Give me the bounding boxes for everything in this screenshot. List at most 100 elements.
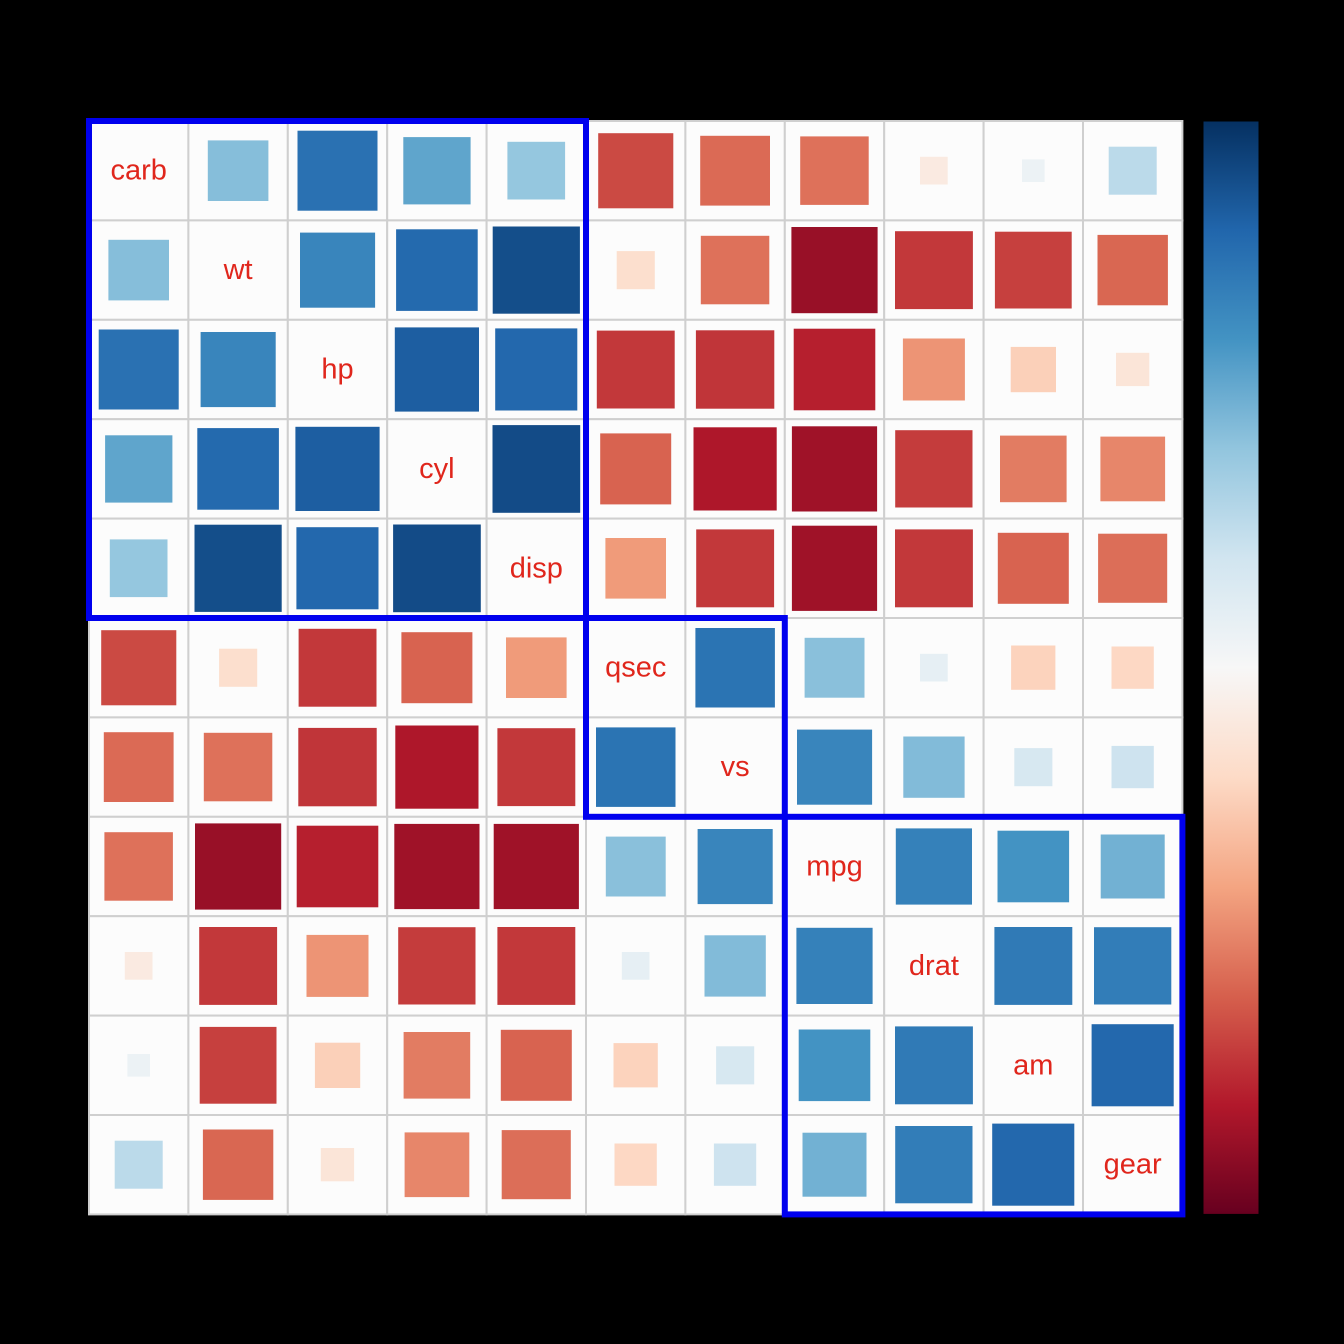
corr-square-qsec-mpg bbox=[804, 637, 865, 698]
corr-square-vs-am bbox=[1014, 748, 1053, 787]
variable-label-vs: vs bbox=[721, 751, 750, 783]
corr-square-wt-vs bbox=[700, 235, 770, 305]
corr-square-am-wt bbox=[199, 1026, 277, 1104]
variable-label-cyl: cyl bbox=[419, 453, 454, 485]
corr-square-carb-hp bbox=[297, 130, 378, 211]
variable-label-drat: drat bbox=[909, 950, 959, 982]
corr-square-vs-qsec bbox=[596, 727, 676, 807]
corr-square-cyl-disp bbox=[492, 425, 581, 513]
cluster-rect-1 bbox=[86, 118, 589, 621]
corr-square-qsec-am bbox=[1011, 645, 1056, 690]
corr-square-am-qsec bbox=[613, 1043, 658, 1088]
corr-square-drat-vs bbox=[704, 935, 766, 997]
variable-label-qsec: qsec bbox=[605, 652, 666, 684]
corr-square-hp-gear bbox=[1116, 352, 1150, 387]
corr-square-am-cyl bbox=[403, 1032, 471, 1099]
corr-square-mpg-wt bbox=[195, 823, 282, 910]
corr-square-qsec-cyl bbox=[401, 632, 473, 704]
corr-square-mpg-hp bbox=[296, 825, 379, 908]
corr-square-hp-carb bbox=[98, 329, 179, 410]
matrix-cell bbox=[88, 120, 190, 222]
corr-square-gear-mpg bbox=[802, 1132, 867, 1197]
corr-square-carb-vs bbox=[700, 135, 770, 206]
corr-square-gear-qsec bbox=[614, 1143, 657, 1186]
matrix-cell bbox=[684, 716, 786, 818]
corr-square-qsec-carb bbox=[101, 630, 177, 706]
corr-square-hp-drat bbox=[902, 338, 965, 401]
variable-label-wt: wt bbox=[223, 254, 253, 286]
corr-square-cyl-mpg bbox=[791, 426, 878, 512]
cluster-rect-3 bbox=[781, 813, 1186, 1218]
matrix-cell bbox=[982, 1014, 1084, 1116]
corr-square-vs-disp bbox=[497, 728, 576, 807]
corr-square-carb-am bbox=[1022, 159, 1045, 182]
corr-square-gear-vs bbox=[713, 1143, 757, 1186]
variable-label-hp: hp bbox=[321, 354, 353, 386]
corr-square-wt-drat bbox=[895, 231, 973, 310]
corr-square-drat-qsec bbox=[621, 952, 650, 980]
corr-square-am-gear bbox=[1091, 1024, 1174, 1107]
corr-square-vs-gear bbox=[1111, 745, 1154, 789]
corr-square-carb-mpg bbox=[800, 136, 869, 205]
corr-square-wt-gear bbox=[1097, 234, 1168, 306]
corr-square-disp-mpg bbox=[791, 525, 878, 611]
corr-square-am-carb bbox=[127, 1054, 150, 1077]
corr-square-drat-carb bbox=[124, 952, 153, 980]
corr-square-vs-cyl bbox=[395, 725, 479, 809]
corr-square-am-drat bbox=[895, 1026, 973, 1105]
corr-square-cyl-carb bbox=[105, 435, 173, 503]
corr-square-cyl-drat bbox=[895, 430, 973, 508]
corr-square-hp-mpg bbox=[793, 328, 876, 411]
corr-square-hp-qsec bbox=[596, 330, 675, 409]
corr-square-disp-gear bbox=[1098, 533, 1168, 603]
corr-square-wt-carb bbox=[108, 239, 169, 301]
corr-square-qsec-hp bbox=[298, 628, 377, 707]
corr-square-mpg-vs bbox=[697, 829, 773, 905]
corr-square-drat-wt bbox=[199, 927, 278, 1005]
matrix-cell bbox=[783, 815, 886, 918]
corr-square-cyl-qsec bbox=[600, 433, 672, 505]
corr-square-gear-hp bbox=[320, 1148, 355, 1182]
corr-square-hp-am bbox=[1010, 346, 1056, 393]
corr-square-am-disp bbox=[500, 1029, 572, 1101]
corr-square-gear-am bbox=[992, 1123, 1075, 1206]
corr-square-disp-drat bbox=[895, 529, 973, 608]
corr-square-cyl-hp bbox=[295, 426, 380, 511]
corr-square-disp-hp bbox=[296, 527, 379, 610]
corr-square-hp-wt bbox=[200, 332, 276, 408]
corr-square-cyl-am bbox=[1000, 435, 1067, 503]
variable-label-carb: carb bbox=[110, 155, 166, 187]
corr-square-disp-vs bbox=[696, 529, 775, 608]
corr-square-drat-cyl bbox=[398, 927, 476, 1005]
corr-square-mpg-gear bbox=[1100, 834, 1165, 899]
corr-square-disp-am bbox=[997, 532, 1069, 604]
corr-square-drat-mpg bbox=[796, 927, 873, 1004]
corr-square-wt-mpg bbox=[791, 227, 878, 314]
corr-square-drat-hp bbox=[306, 934, 369, 997]
corr-square-carb-qsec bbox=[598, 133, 674, 209]
corr-square-wt-qsec bbox=[616, 251, 655, 290]
corr-square-am-mpg bbox=[798, 1029, 871, 1102]
variable-label-am: am bbox=[1013, 1049, 1053, 1081]
corr-square-gear-disp bbox=[501, 1130, 571, 1200]
corr-square-mpg-cyl bbox=[394, 823, 480, 910]
corr-square-cyl-wt bbox=[197, 428, 279, 510]
corr-square-carb-cyl bbox=[403, 137, 471, 205]
corr-square-disp-wt bbox=[194, 524, 282, 612]
matrix-cell bbox=[485, 517, 588, 619]
corr-square-cyl-gear bbox=[1100, 436, 1166, 502]
corr-square-am-hp bbox=[314, 1042, 361, 1088]
corr-square-carb-gear bbox=[1108, 146, 1157, 195]
variable-label-mpg: mpg bbox=[806, 851, 862, 883]
corr-square-gear-drat bbox=[895, 1126, 973, 1204]
corr-square-qsec-disp bbox=[506, 637, 567, 698]
corr-square-carb-drat bbox=[920, 156, 948, 185]
corr-square-mpg-drat bbox=[895, 828, 972, 905]
corr-square-hp-cyl bbox=[394, 327, 479, 412]
corr-square-wt-am bbox=[994, 231, 1072, 309]
corr-square-vs-mpg bbox=[797, 729, 873, 805]
matrix-cell bbox=[1082, 1114, 1184, 1216]
corr-square-vs-hp bbox=[298, 727, 377, 807]
